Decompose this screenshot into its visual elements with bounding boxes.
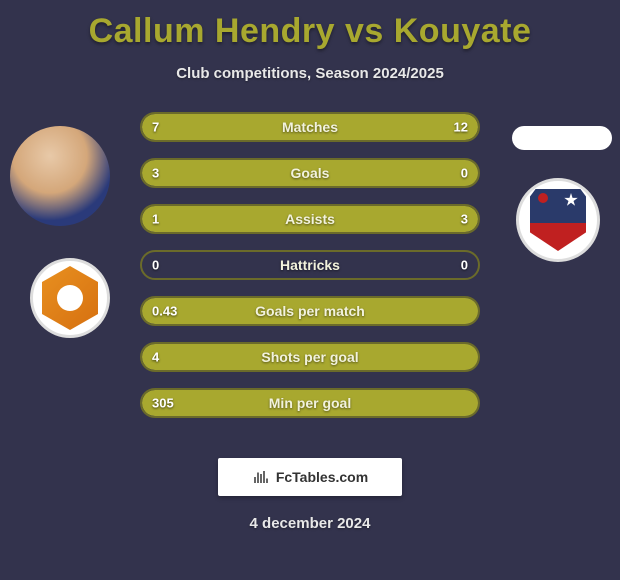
subtitle: Club competitions, Season 2024/2025 [0, 65, 620, 82]
stat-row-hattricks: 0 Hattricks 0 [140, 250, 480, 280]
watermark-badge[interactable]: FcTables.com [218, 458, 402, 496]
stat-left-value: 0 [152, 258, 159, 273]
stat-label: Assists [285, 211, 335, 227]
stat-row-shots-per-goal: 4 Shots per goal [140, 342, 480, 372]
stat-label: Min per goal [269, 395, 351, 411]
stat-label: Goals [291, 165, 330, 181]
stat-row-assists: 1 Assists 3 [140, 204, 480, 234]
watermark-text: FcTables.com [276, 469, 368, 485]
stat-right-value: 3 [461, 212, 468, 227]
stat-right-value: 0 [461, 166, 468, 181]
player2-club-badge [516, 178, 600, 262]
stat-row-goals: 3 Goals 0 [140, 158, 480, 188]
stat-row-matches: 7 Matches 12 [140, 112, 480, 142]
stat-left-value: 7 [152, 120, 159, 135]
stat-row-min-per-goal: 305 Min per goal [140, 388, 480, 418]
page-title: Callum Hendry vs Kouyate [0, 0, 620, 51]
date-label: 4 december 2024 [250, 515, 371, 532]
stat-left-value: 4 [152, 350, 159, 365]
stat-fill-right [226, 206, 478, 232]
stat-fill-left [142, 114, 266, 140]
stat-left-value: 1 [152, 212, 159, 227]
stat-row-goals-per-match: 0.43 Goals per match [140, 296, 480, 326]
player1-club-badge [30, 258, 110, 338]
stat-label: Shots per goal [261, 349, 358, 365]
stat-right-value: 12 [454, 120, 468, 135]
player2-avatar [512, 126, 612, 150]
stat-left-value: 0.43 [152, 304, 177, 319]
chart-icon [252, 468, 270, 486]
stat-label: Matches [282, 119, 338, 135]
stat-label: Goals per match [255, 303, 365, 319]
stat-label: Hattricks [280, 257, 340, 273]
stat-left-value: 3 [152, 166, 159, 181]
stat-left-value: 305 [152, 396, 174, 411]
player1-avatar [10, 126, 110, 226]
stat-right-value: 0 [461, 258, 468, 273]
